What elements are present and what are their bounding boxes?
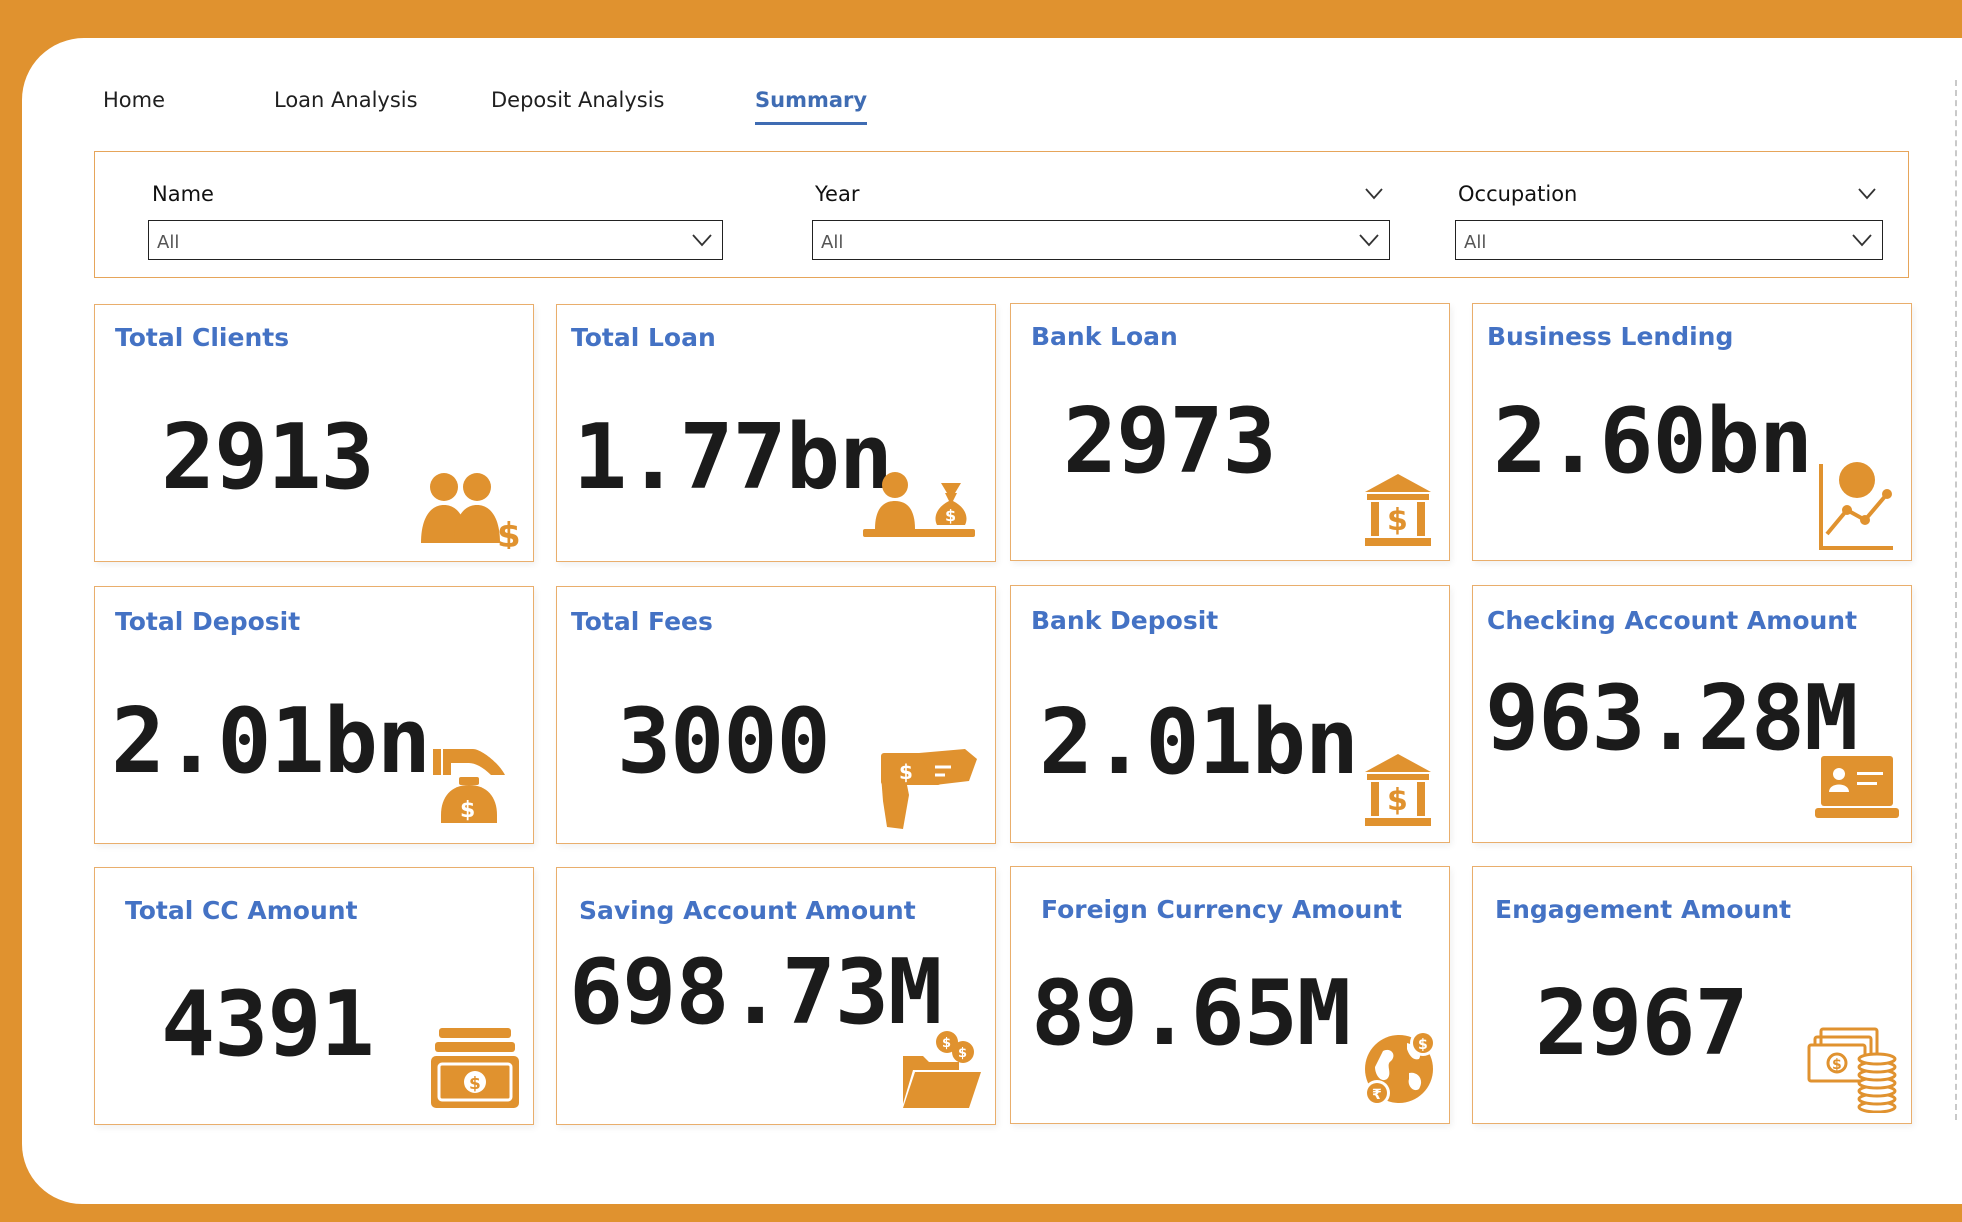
clients-dollar-icon: $	[419, 469, 523, 549]
card-value: 3000	[617, 689, 831, 794]
kpi-card-total-loan[interactable]: Total Loan 1.77bn $	[556, 304, 996, 562]
card-title: Business Lending	[1487, 322, 1734, 351]
card-title: Total Fees	[571, 607, 713, 636]
svg-text:$: $	[1387, 783, 1408, 818]
occupation-dropdown-value: All	[1464, 232, 1487, 253]
folder-coins-icon: $ $	[901, 1028, 983, 1110]
kpi-card-checking-account-amount[interactable]: Checking Account Amount 963.28M	[1472, 585, 1912, 843]
kpi-card-foreign-currency-amount[interactable]: Foreign Currency Amount 89.65M $ ₹	[1010, 866, 1450, 1124]
svg-text:$: $	[958, 1046, 967, 1061]
tab-summary[interactable]: Summary	[755, 88, 868, 125]
svg-text:$: $	[469, 1074, 481, 1094]
card-value: 89.65M	[1031, 961, 1351, 1066]
svg-text:₹: ₹	[1372, 1087, 1382, 1103]
svg-text:$: $	[899, 760, 913, 784]
name-dropdown-value: All	[157, 232, 180, 253]
card-value: 2967	[1535, 971, 1749, 1076]
growth-chart-icon	[1817, 454, 1897, 554]
chevron-down-icon	[1359, 234, 1379, 247]
card-title: Total CC Amount	[125, 896, 358, 925]
kpi-card-engagement-amount[interactable]: Engagement Amount 2967 $	[1472, 866, 1912, 1124]
kpi-card-business-lending[interactable]: Business Lending 2.60bn	[1472, 303, 1912, 561]
tab-home[interactable]: Home	[103, 88, 166, 112]
year-slicer-label: Year	[815, 182, 860, 206]
chevron-down-icon[interactable]	[1858, 188, 1876, 200]
card-value: 963.28M	[1485, 666, 1858, 771]
hand-cash-icon: $	[879, 745, 979, 831]
name-slicer-label: Name	[152, 182, 214, 206]
globe-currency-icon: $ ₹	[1363, 1027, 1439, 1107]
hand-deposit-icon: $	[429, 745, 509, 831]
kpi-card-total-deposit[interactable]: Total Deposit 2.01bn $	[94, 586, 534, 844]
svg-text:$: $	[1418, 1037, 1428, 1053]
name-dropdown[interactable]: All	[148, 220, 723, 260]
card-value: 4391	[161, 972, 375, 1077]
card-value: 2.60bn	[1493, 389, 1813, 494]
svg-text:$: $	[942, 1036, 951, 1051]
kpi-card-total-clients[interactable]: Total Clients 2913 $	[94, 304, 534, 562]
card-value: 2913	[161, 405, 375, 510]
chevron-down-icon	[692, 234, 712, 247]
year-dropdown[interactable]: All	[812, 220, 1390, 260]
svg-text:$: $	[460, 798, 475, 823]
cash-coins-stack-icon: $	[1807, 1027, 1899, 1113]
card-title: Checking Account Amount	[1487, 606, 1858, 635]
kpi-card-bank-deposit[interactable]: Bank Deposit 2.01bn $	[1010, 585, 1450, 843]
occupation-slicer-label: Occupation	[1458, 182, 1578, 206]
card-title: Bank Loan	[1031, 322, 1178, 351]
card-value: 2.01bn	[111, 689, 431, 794]
canvas-edge-guide	[1955, 80, 1957, 1120]
kpi-card-bank-loan[interactable]: Bank Loan 2973 $	[1010, 303, 1450, 561]
svg-text:$: $	[1832, 1057, 1842, 1073]
tab-loan-analysis[interactable]: Loan Analysis	[274, 88, 418, 112]
occupation-dropdown[interactable]: All	[1455, 220, 1883, 260]
svg-text:$: $	[1387, 503, 1408, 538]
svg-text:$: $	[497, 516, 521, 549]
svg-text:$: $	[945, 506, 956, 525]
card-title: Bank Deposit	[1031, 606, 1219, 635]
card-title: Total Clients	[115, 323, 290, 352]
card-title: Total Loan	[571, 323, 716, 352]
card-title: Total Deposit	[115, 607, 301, 636]
year-dropdown-value: All	[821, 232, 844, 253]
chevron-down-icon	[1852, 234, 1872, 247]
bank-building-icon: $	[1363, 472, 1433, 550]
tab-deposit-analysis[interactable]: Deposit Analysis	[491, 88, 665, 112]
card-title: Saving Account Amount	[579, 896, 916, 925]
cash-wallet-icon: $	[431, 1026, 519, 1112]
laptop-account-icon	[1815, 754, 1899, 822]
card-title: Foreign Currency Amount	[1041, 895, 1402, 924]
card-value: 2973	[1063, 389, 1277, 494]
card-value: 2.01bn	[1039, 690, 1359, 795]
card-title: Engagement Amount	[1495, 895, 1792, 924]
card-value: 1.77bn	[573, 405, 893, 510]
banker-moneybag-icon: $	[861, 469, 977, 549]
chevron-down-icon[interactable]	[1365, 188, 1383, 200]
kpi-card-saving-account-amount[interactable]: Saving Account Amount 698.73M $ $	[556, 867, 996, 1125]
kpi-card-total-cc-amount[interactable]: Total CC Amount 4391 $	[94, 867, 534, 1125]
kpi-card-total-fees[interactable]: Total Fees 3000 $	[556, 586, 996, 844]
bank-building-icon: $	[1363, 752, 1433, 830]
filter-bar: Name All Year All Occupation All	[94, 151, 1909, 278]
card-value: 698.73M	[569, 940, 942, 1045]
